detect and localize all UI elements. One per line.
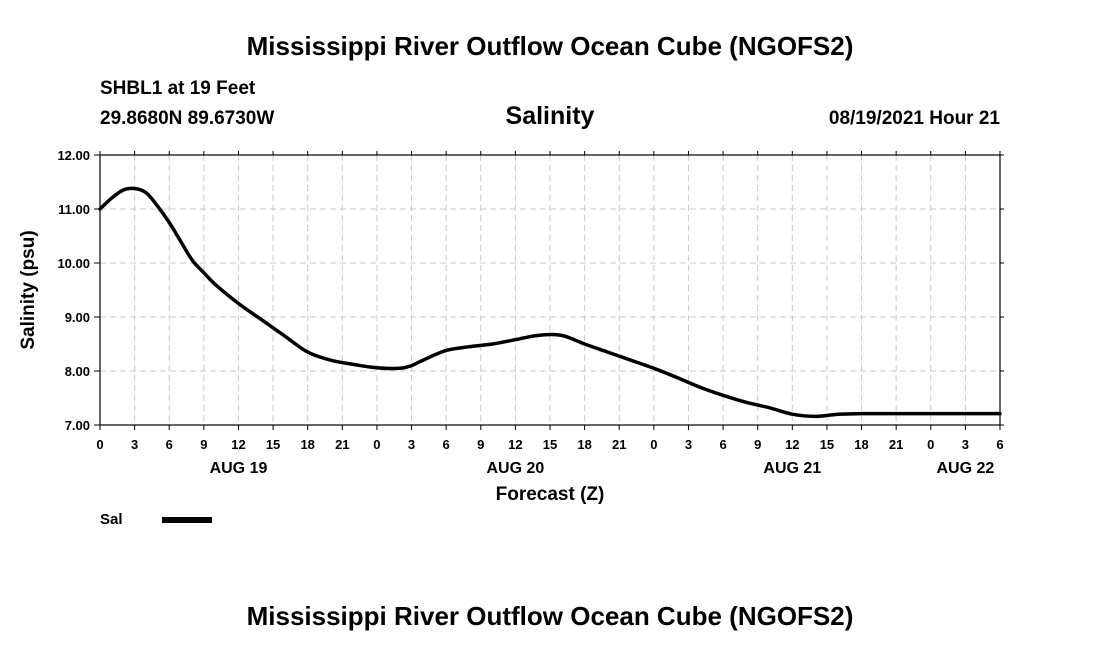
y-tick-label: 7.00	[65, 418, 90, 433]
x-tick-label: 6	[166, 437, 173, 452]
x-tick-label: 9	[477, 437, 484, 452]
footer-title: Mississippi River Outflow Ocean Cube (NG…	[247, 601, 854, 631]
x-tick-label: 3	[962, 437, 969, 452]
x-tick-label: 0	[650, 437, 657, 452]
plot-frame	[99, 154, 1001, 426]
x-tick-label: 18	[577, 437, 591, 452]
x-tick-label: 15	[543, 437, 557, 452]
x-tick-label: 18	[300, 437, 314, 452]
x-tick-label: 12	[508, 437, 522, 452]
chart-title: Salinity	[506, 102, 595, 130]
page-title: Mississippi River Outflow Ocean Cube (NG…	[247, 31, 854, 61]
x-tick-label: 15	[820, 437, 834, 452]
x-tick-label: 0	[927, 437, 934, 452]
x-tick-label: 9	[754, 437, 761, 452]
x-tick-label: 18	[854, 437, 868, 452]
grid-lines	[100, 155, 1000, 425]
x-day-label: AUG 22	[936, 460, 994, 477]
y-tick-label: 9.00	[65, 310, 90, 325]
station-label: SHBL1 at 19 Feet	[100, 78, 256, 99]
x-tick-label: 12	[231, 437, 245, 452]
x-tick-label: 9	[200, 437, 207, 452]
x-tick-label: 21	[335, 437, 349, 452]
forecast-datetime: 08/19/2021 Hour 21	[829, 108, 1001, 129]
x-tick-label: 3	[408, 437, 415, 452]
x-tick-label: 21	[612, 437, 626, 452]
legend-label: Sal	[100, 511, 123, 528]
x-tick-label: 0	[96, 437, 103, 452]
station-coordinates: 29.8680N 89.6730W	[100, 108, 274, 129]
x-day-label: AUG 21	[763, 460, 821, 477]
x-tick-label: 0	[373, 437, 380, 452]
series-line-sal	[98, 186, 1002, 419]
series-layer	[98, 186, 1002, 419]
x-tick-label: 6	[719, 437, 726, 452]
x-tick-label: 6	[996, 437, 1003, 452]
x-tick-label: 3	[685, 437, 692, 452]
x-tick-label: 3	[131, 437, 138, 452]
x-tick-label: 15	[266, 437, 280, 452]
tick-labels: 7.00 8.00 9.00 10.00 11.00 12.00 0 3 6 9 12 15 18 21 0…	[57, 148, 1003, 477]
legend: Sal	[100, 511, 212, 528]
y-tick-label: 10.00	[57, 256, 90, 271]
x-axis-label: Forecast (Z)	[496, 484, 605, 505]
x-tick-label: 21	[889, 437, 903, 452]
x-tick-label: 12	[785, 437, 799, 452]
axes	[94, 151, 1004, 430]
y-tick-label: 8.00	[65, 364, 90, 379]
x-day-label: AUG 20	[486, 460, 544, 477]
y-tick-label: 11.00	[58, 202, 90, 217]
y-axis-label: Salinity (psu)	[18, 230, 39, 349]
x-tick-label: 6	[443, 437, 450, 452]
y-tick-label: 12.00	[57, 148, 90, 163]
x-day-label: AUG 19	[210, 460, 268, 477]
